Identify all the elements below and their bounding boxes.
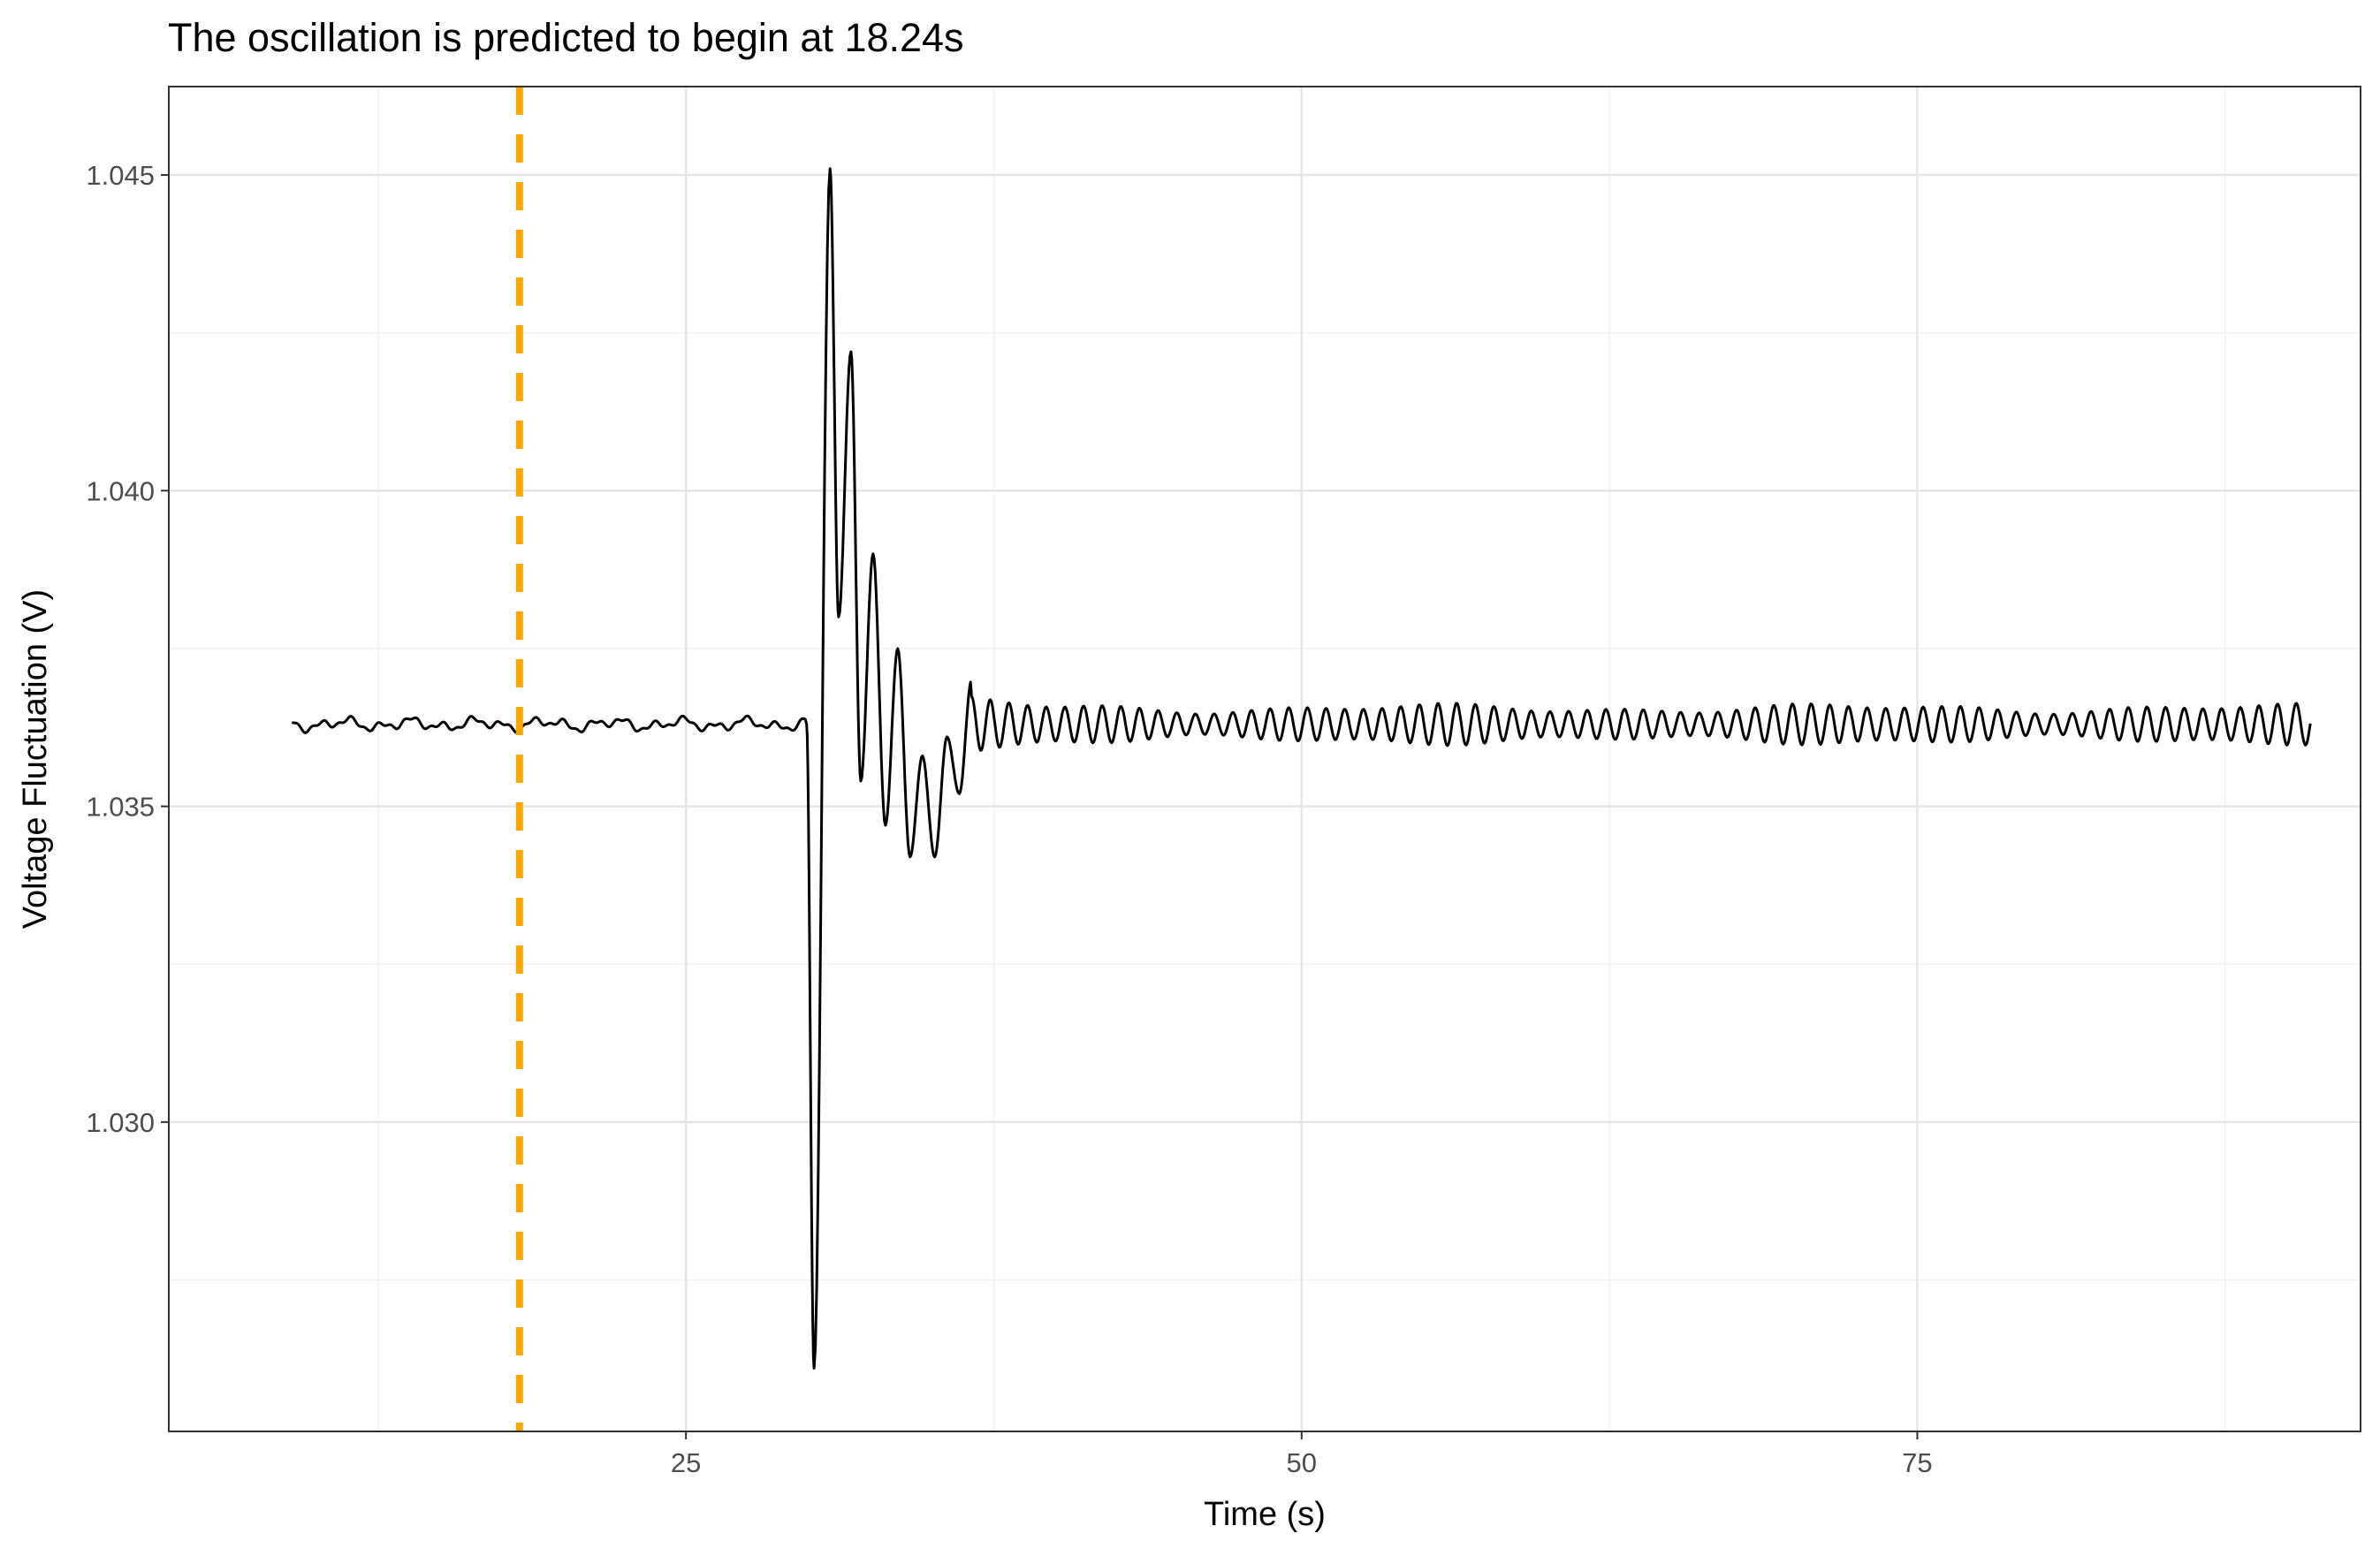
x-tick-label: 50	[1287, 1447, 1317, 1478]
grid-major	[169, 87, 2361, 1431]
x-axis: 25 50 75	[671, 1431, 1933, 1478]
y-tick-label: 1.040	[86, 475, 155, 506]
series-line	[291, 167, 2312, 1370]
y-axis: 1.030 1.035 1.040 1.045	[86, 160, 169, 1138]
y-axis-title: Voltage Fluctuation (V)	[17, 589, 54, 929]
y-tick-label: 1.030	[86, 1107, 155, 1138]
x-tick-label: 75	[1902, 1447, 1932, 1478]
y-tick-label: 1.035	[86, 792, 155, 823]
chart-title: The oscillation is predicted to begin at…	[168, 15, 964, 60]
y-tick-label: 1.045	[86, 160, 155, 191]
panel-border	[168, 86, 2361, 1432]
x-tick-label: 25	[671, 1447, 701, 1478]
grid-minor	[169, 87, 2361, 1431]
x-axis-title: Time (s)	[1204, 1496, 1326, 1533]
series-layer	[291, 167, 2312, 1370]
